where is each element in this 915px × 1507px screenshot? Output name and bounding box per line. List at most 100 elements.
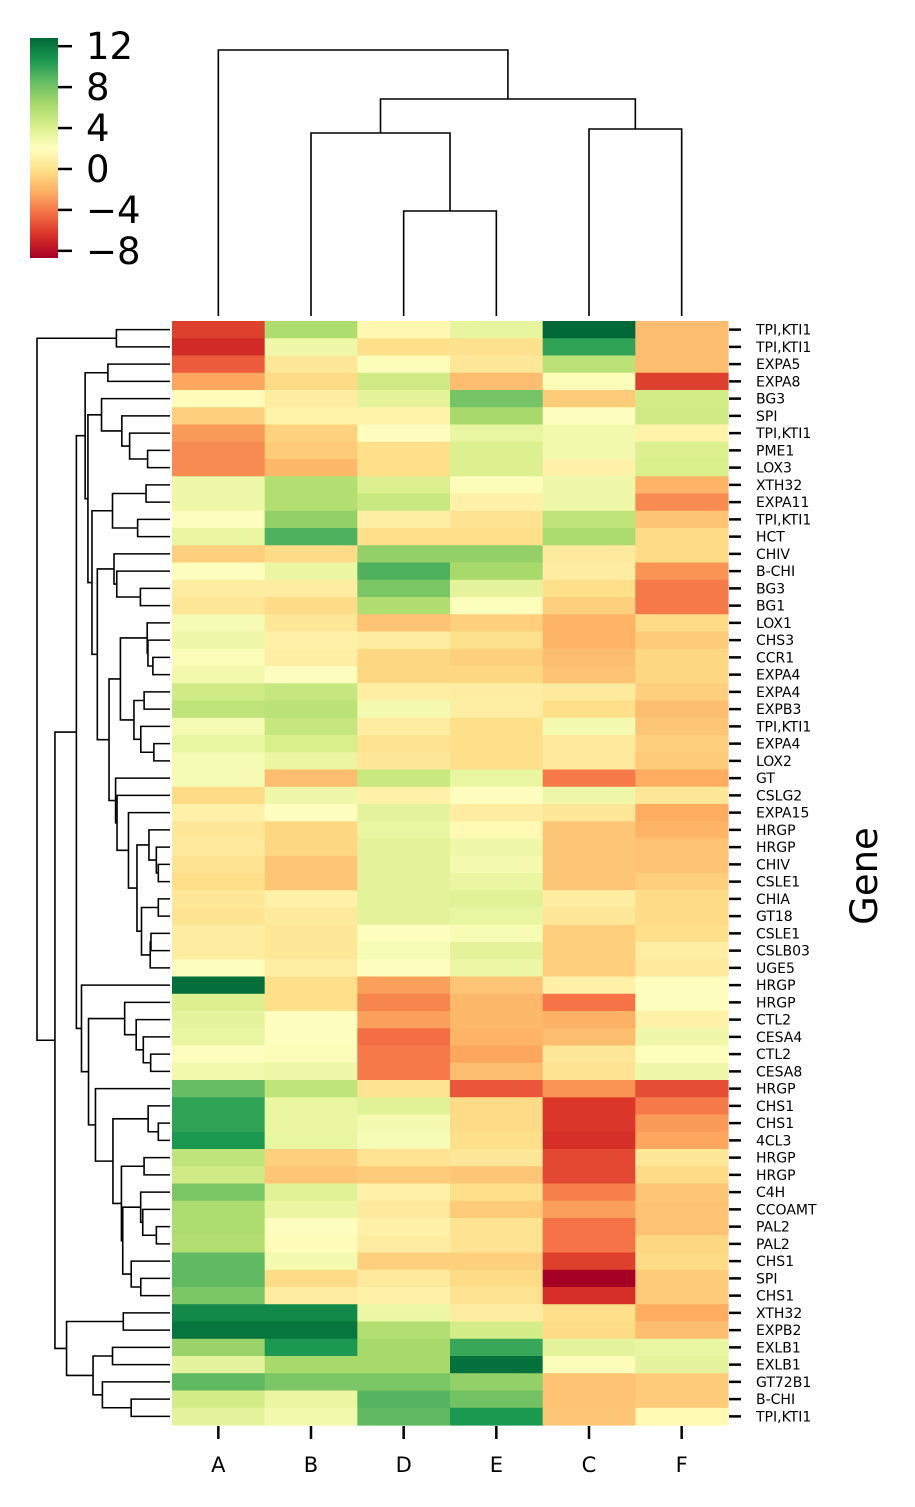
row-label: CHIV: [756, 857, 790, 873]
colorbar-tick-label: 8: [86, 66, 110, 109]
heatmap-cell: [542, 1183, 636, 1202]
heatmap-cell: [450, 666, 544, 684]
heatmap-cell: [450, 1080, 544, 1098]
heatmap-cell: [635, 1304, 729, 1323]
row-label: GT: [756, 771, 775, 787]
dendrogram-link: [139, 1277, 170, 1297]
heatmap-cell: [635, 993, 729, 1012]
heatmap-cell: [172, 597, 266, 615]
heatmap-cell: [542, 804, 636, 822]
heatmap-cell: [357, 942, 451, 960]
heatmap-cell: [450, 562, 544, 581]
dendrogram-link: [115, 570, 170, 598]
dendrogram-link: [157, 898, 170, 917]
heatmap-cell: [635, 890, 729, 909]
heatmap-cell: [357, 631, 451, 650]
heatmap-cell: [450, 1321, 544, 1340]
heatmap-cell: [635, 321, 729, 339]
heatmap-cell: [450, 372, 544, 391]
heatmap-cell: [450, 1390, 544, 1409]
heatmap-cell: [450, 717, 544, 736]
heatmap-cell: [542, 873, 636, 891]
heatmap-cell: [172, 1338, 266, 1357]
dendrogram-link: [87, 413, 102, 584]
heatmap-cell: [172, 666, 266, 684]
row-dendrogram: [36, 328, 170, 1418]
heatmap-cell: [172, 717, 266, 736]
heatmap-cell: [264, 1269, 358, 1288]
dendrogram-link: [136, 844, 149, 933]
heatmap-cell: [635, 579, 729, 598]
dendrogram-link: [152, 656, 170, 676]
heatmap-cell: [172, 1080, 266, 1098]
heatmap-cell: [264, 1062, 358, 1081]
heatmap-cell: [635, 1269, 729, 1288]
heatmap-cell: [542, 390, 636, 408]
column-label: E: [490, 1453, 503, 1477]
dendrogram-link: [100, 397, 170, 432]
heatmap-cell: [635, 976, 729, 995]
heatmap-cell: [635, 735, 729, 753]
heatmap-cell: [635, 924, 729, 943]
heatmap-cell: [357, 1131, 451, 1150]
heatmap-cell: [357, 821, 451, 840]
heatmap-cell: [635, 1028, 729, 1047]
row-label: EXPA8: [756, 374, 800, 390]
heatmap-cell: [264, 683, 358, 702]
heatmap-cell: [450, 1028, 544, 1047]
heatmap-cell: [172, 873, 266, 891]
colorbar-tick-label: −4: [86, 189, 141, 232]
row-label: HRGP: [756, 840, 796, 856]
dendrogram-link: [112, 1118, 149, 1205]
row-label: EXPA5: [756, 357, 800, 373]
heatmap-cell: [264, 976, 358, 995]
heatmap-cell: [450, 510, 544, 529]
row-label: GT72B1: [756, 1375, 811, 1391]
heatmap-cell: [542, 579, 636, 598]
heatmap-cell: [357, 1097, 451, 1116]
heatmap-cell: [542, 890, 636, 909]
heatmap-cell: [542, 614, 636, 633]
dendrogram-link: [128, 432, 170, 460]
heatmap-cell: [264, 614, 358, 633]
heatmap-cell: [450, 942, 544, 960]
row-label: BG3: [756, 581, 785, 597]
row-label: CESA4: [756, 1030, 802, 1046]
heatmap-cell: [357, 873, 451, 891]
heatmap-cell: [172, 1373, 266, 1392]
heatmap-cell: [264, 1114, 358, 1133]
heatmap-cell: [264, 1097, 358, 1116]
heatmap-cell: [635, 562, 729, 581]
heatmap-cell: [357, 907, 451, 926]
dendrogram-link: [139, 587, 170, 607]
dendrogram-link: [80, 984, 170, 1073]
heatmap-cell: [357, 424, 451, 443]
heatmap-cell: [450, 1407, 544, 1426]
heatmap-cell: [357, 579, 451, 598]
heatmap-cell: [264, 1407, 358, 1426]
heatmap-cell: [264, 838, 358, 857]
row-label: EXPA4: [756, 685, 801, 701]
heatmap-cell: [450, 1149, 544, 1167]
heatmap-cell: [264, 528, 358, 546]
dendrogram-link: [143, 1156, 170, 1176]
dendrogram-link: [135, 1018, 170, 1051]
heatmap-cell: [542, 338, 636, 357]
heatmap-cell: [172, 735, 266, 753]
heatmap-cell: [542, 1407, 636, 1426]
row-label: EXPB2: [756, 1323, 801, 1339]
heatmap-cell: [264, 476, 358, 495]
heatmap-cell: [172, 1269, 266, 1288]
row-label: GT18: [756, 909, 793, 925]
column-label: A: [211, 1453, 226, 1477]
heatmap-cell: [357, 1062, 451, 1081]
heatmap-cell: [172, 855, 266, 874]
heatmap-cell: [172, 804, 266, 822]
heatmap-cell: [542, 1011, 636, 1029]
heatmap-cell: [264, 855, 358, 874]
heatmap-cell: [542, 786, 636, 805]
dendrogram-link: [113, 553, 170, 585]
heatmap-cell: [357, 1011, 451, 1029]
heatmap-cell: [450, 407, 544, 426]
